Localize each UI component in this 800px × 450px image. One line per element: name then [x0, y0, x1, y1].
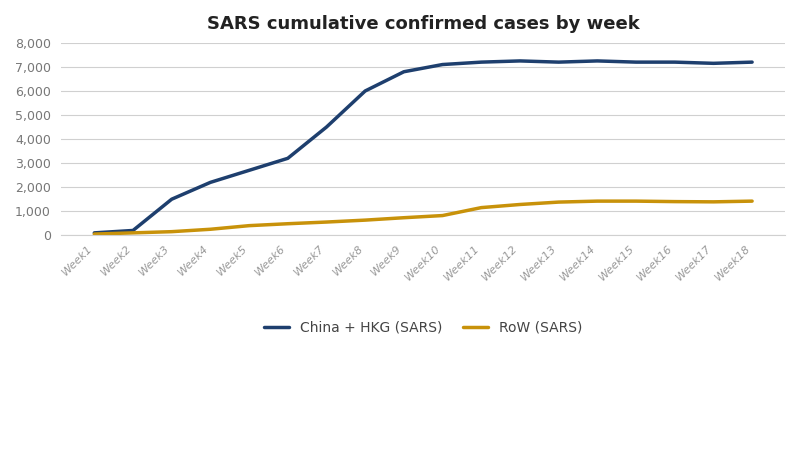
- China + HKG (SARS): [90, 230, 99, 235]
- RoW (SARS): [167, 229, 177, 234]
- China + HKG (SARS): [167, 197, 177, 202]
- RoW (SARS): [206, 226, 215, 232]
- Line: China + HKG (SARS): China + HKG (SARS): [94, 61, 752, 233]
- RoW (SARS): [631, 198, 641, 204]
- China + HKG (SARS): [515, 58, 525, 63]
- China + HKG (SARS): [747, 59, 757, 65]
- China + HKG (SARS): [593, 58, 602, 63]
- China + HKG (SARS): [709, 61, 718, 66]
- RoW (SARS): [593, 198, 602, 204]
- China + HKG (SARS): [399, 69, 409, 74]
- RoW (SARS): [128, 230, 138, 235]
- RoW (SARS): [747, 198, 757, 204]
- China + HKG (SARS): [244, 168, 254, 173]
- China + HKG (SARS): [554, 59, 563, 65]
- RoW (SARS): [283, 221, 293, 226]
- China + HKG (SARS): [322, 124, 331, 130]
- Title: SARS cumulative confirmed cases by week: SARS cumulative confirmed cases by week: [207, 15, 639, 33]
- RoW (SARS): [244, 223, 254, 228]
- China + HKG (SARS): [128, 228, 138, 233]
- RoW (SARS): [554, 199, 563, 205]
- Legend: China + HKG (SARS), RoW (SARS): China + HKG (SARS), RoW (SARS): [258, 315, 588, 341]
- RoW (SARS): [90, 231, 99, 237]
- RoW (SARS): [399, 215, 409, 220]
- China + HKG (SARS): [206, 180, 215, 185]
- China + HKG (SARS): [438, 62, 447, 67]
- RoW (SARS): [709, 199, 718, 205]
- China + HKG (SARS): [360, 88, 370, 94]
- Line: RoW (SARS): RoW (SARS): [94, 201, 752, 234]
- China + HKG (SARS): [283, 156, 293, 161]
- RoW (SARS): [477, 205, 486, 210]
- RoW (SARS): [322, 219, 331, 225]
- RoW (SARS): [360, 217, 370, 223]
- RoW (SARS): [438, 213, 447, 218]
- China + HKG (SARS): [670, 59, 679, 65]
- China + HKG (SARS): [477, 59, 486, 65]
- China + HKG (SARS): [631, 59, 641, 65]
- RoW (SARS): [515, 202, 525, 207]
- RoW (SARS): [670, 199, 679, 204]
